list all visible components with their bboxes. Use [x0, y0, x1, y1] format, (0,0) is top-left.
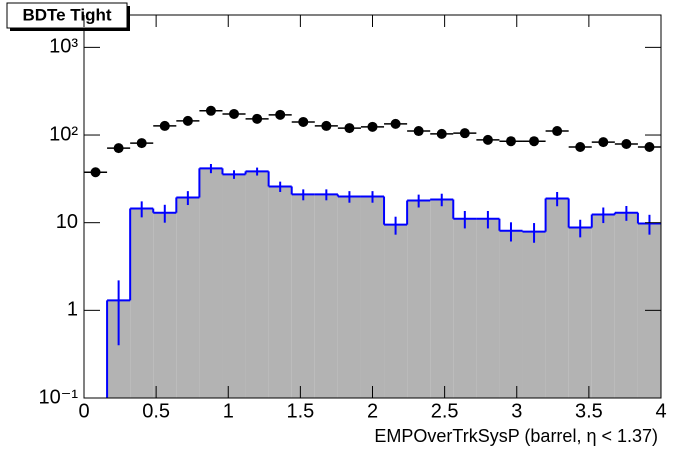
x-tick-label: 0.5: [142, 400, 170, 422]
bin-fill: [314, 194, 338, 398]
data-point: [459, 128, 470, 139]
chart-title: BDTe Tight: [22, 5, 111, 24]
bin-fill: [107, 300, 131, 398]
x-tick-label: 3: [511, 400, 522, 422]
data-point: [321, 120, 332, 131]
data-point: [552, 126, 563, 137]
bin-fill: [568, 227, 592, 398]
bin-fill: [476, 218, 500, 398]
bin-fill: [153, 212, 177, 398]
x-tick-label: 2: [367, 400, 378, 422]
bin-fill: [522, 231, 546, 398]
x-tick-label: 4: [655, 400, 666, 422]
data-point: [505, 136, 516, 147]
data-point: [275, 109, 286, 120]
bin-fill: [222, 174, 246, 398]
title-box: [6, 2, 128, 29]
bin-fill: [291, 194, 315, 398]
data-point: [90, 167, 101, 178]
bin-fill: [337, 196, 361, 398]
y-tick-label: 1: [67, 299, 78, 321]
x-tick-label: 1: [223, 400, 234, 422]
data-point: [413, 126, 424, 137]
bin-fill: [453, 218, 477, 398]
data-point: [482, 134, 493, 145]
bin-fill: [499, 230, 523, 398]
data-point: [136, 138, 147, 149]
bin-fill: [245, 171, 269, 398]
data-point: [205, 105, 216, 116]
x-tick-label: 0: [78, 400, 89, 422]
data-point: [436, 128, 447, 139]
x-tick-label: 1.5: [286, 400, 314, 422]
bin-fill: [545, 198, 569, 398]
y-tick-label: 10²: [49, 123, 78, 145]
bin-fill: [591, 214, 615, 398]
data-point: [644, 142, 655, 153]
data-point: [344, 123, 355, 134]
data-point: [298, 116, 309, 127]
bin-fill: [176, 197, 200, 398]
bin-fill: [614, 212, 638, 398]
y-tick-label: 10⁻¹: [39, 386, 79, 408]
x-tick-label: 3.5: [575, 400, 603, 422]
data-point: [621, 138, 632, 149]
plot-area: [84, 105, 661, 398]
bin-fill: [130, 208, 154, 398]
bin-fill: [199, 168, 223, 398]
bin-fill: [430, 199, 454, 398]
data-point: [529, 136, 540, 147]
data-point: [367, 121, 378, 132]
y-tick-label: 10³: [49, 36, 78, 58]
y-tick-label: 10: [56, 211, 78, 233]
data-point: [113, 143, 124, 154]
data-point: [575, 142, 586, 153]
x-tick-label: 2.5: [431, 400, 459, 422]
data-point: [182, 115, 193, 126]
data-point: [229, 108, 240, 119]
data-point: [159, 120, 170, 131]
x-axis-label: EMPOverTrkSysP (barrel, η < 1.37): [374, 426, 658, 446]
data-point: [252, 113, 263, 124]
data-point: [598, 137, 609, 148]
bin-fill: [268, 186, 292, 398]
bin-fill: [360, 196, 385, 398]
data-point: [390, 118, 401, 129]
bin-fill: [407, 200, 431, 398]
bin-fill: [384, 224, 408, 398]
